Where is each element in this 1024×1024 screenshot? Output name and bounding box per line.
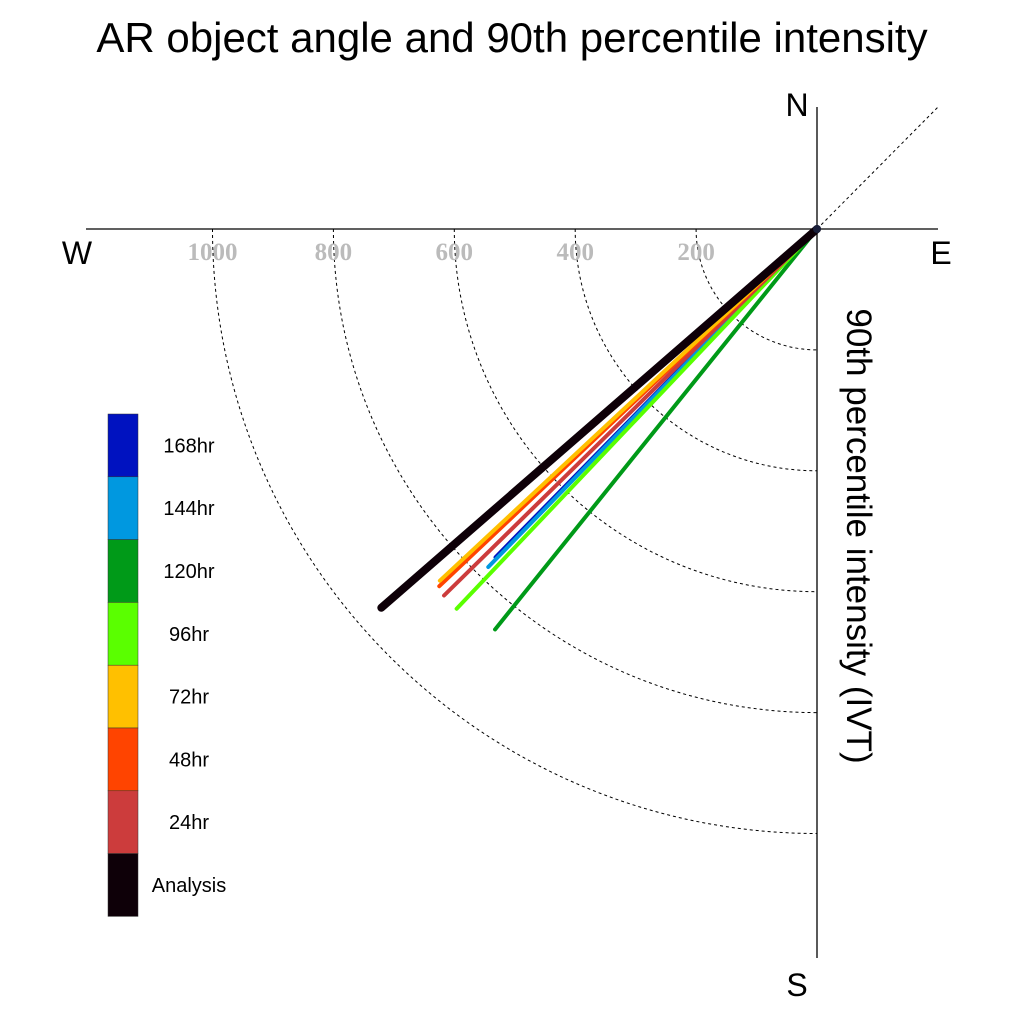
compass-north-label: N	[785, 87, 808, 123]
legend-label-analysis: Analysis	[152, 875, 226, 897]
series-line-120hr	[493, 227, 819, 632]
radial-tick-label: 600	[436, 239, 474, 266]
diagonal-reference-line	[816, 106, 939, 230]
legend-label-48hr: 48hr	[169, 749, 209, 771]
series-line-96hr	[454, 227, 819, 611]
grid-arc	[695, 228, 818, 351]
radial-tick-label: 800	[315, 239, 353, 266]
legend-swatch-96hr	[107, 602, 139, 666]
legend-swatch-72hr	[107, 664, 139, 729]
legend-label-24hr: 24hr	[169, 812, 209, 834]
legend-swatch-120hr	[107, 539, 139, 603]
radial-tick-label: 200	[677, 239, 715, 266]
legend-swatch-144hr	[107, 476, 139, 540]
grid-arc	[332, 228, 818, 714]
legend-swatch-168hr	[107, 413, 139, 478]
legend-label-144hr: 144hr	[163, 498, 214, 520]
grid-arc	[212, 228, 818, 834]
grid-arc	[574, 228, 818, 472]
chart-title: AR object angle and 90th percentile inte…	[96, 14, 928, 61]
radial-tick-label: 1000	[188, 239, 238, 266]
origin-marker	[813, 225, 821, 233]
grid-arc	[453, 228, 818, 593]
compass-south-label: S	[786, 967, 807, 1003]
series-line-analysis	[377, 225, 821, 612]
y-axis-label: 90th percentile intensity (IVT)	[839, 308, 878, 763]
legend-label-72hr: 72hr	[169, 687, 209, 709]
legend-label-96hr: 96hr	[169, 624, 209, 646]
legend-swatch-analysis	[107, 853, 139, 917]
compass-west-label: W	[62, 235, 93, 271]
legend-swatch-48hr	[107, 727, 139, 792]
legend-label-120hr: 120hr	[163, 561, 214, 583]
legend-swatch-24hr	[107, 790, 139, 854]
radial-tick-label: 400	[556, 239, 594, 266]
compass-east-label: E	[930, 235, 951, 271]
legend-label-168hr: 168hr	[163, 435, 214, 457]
